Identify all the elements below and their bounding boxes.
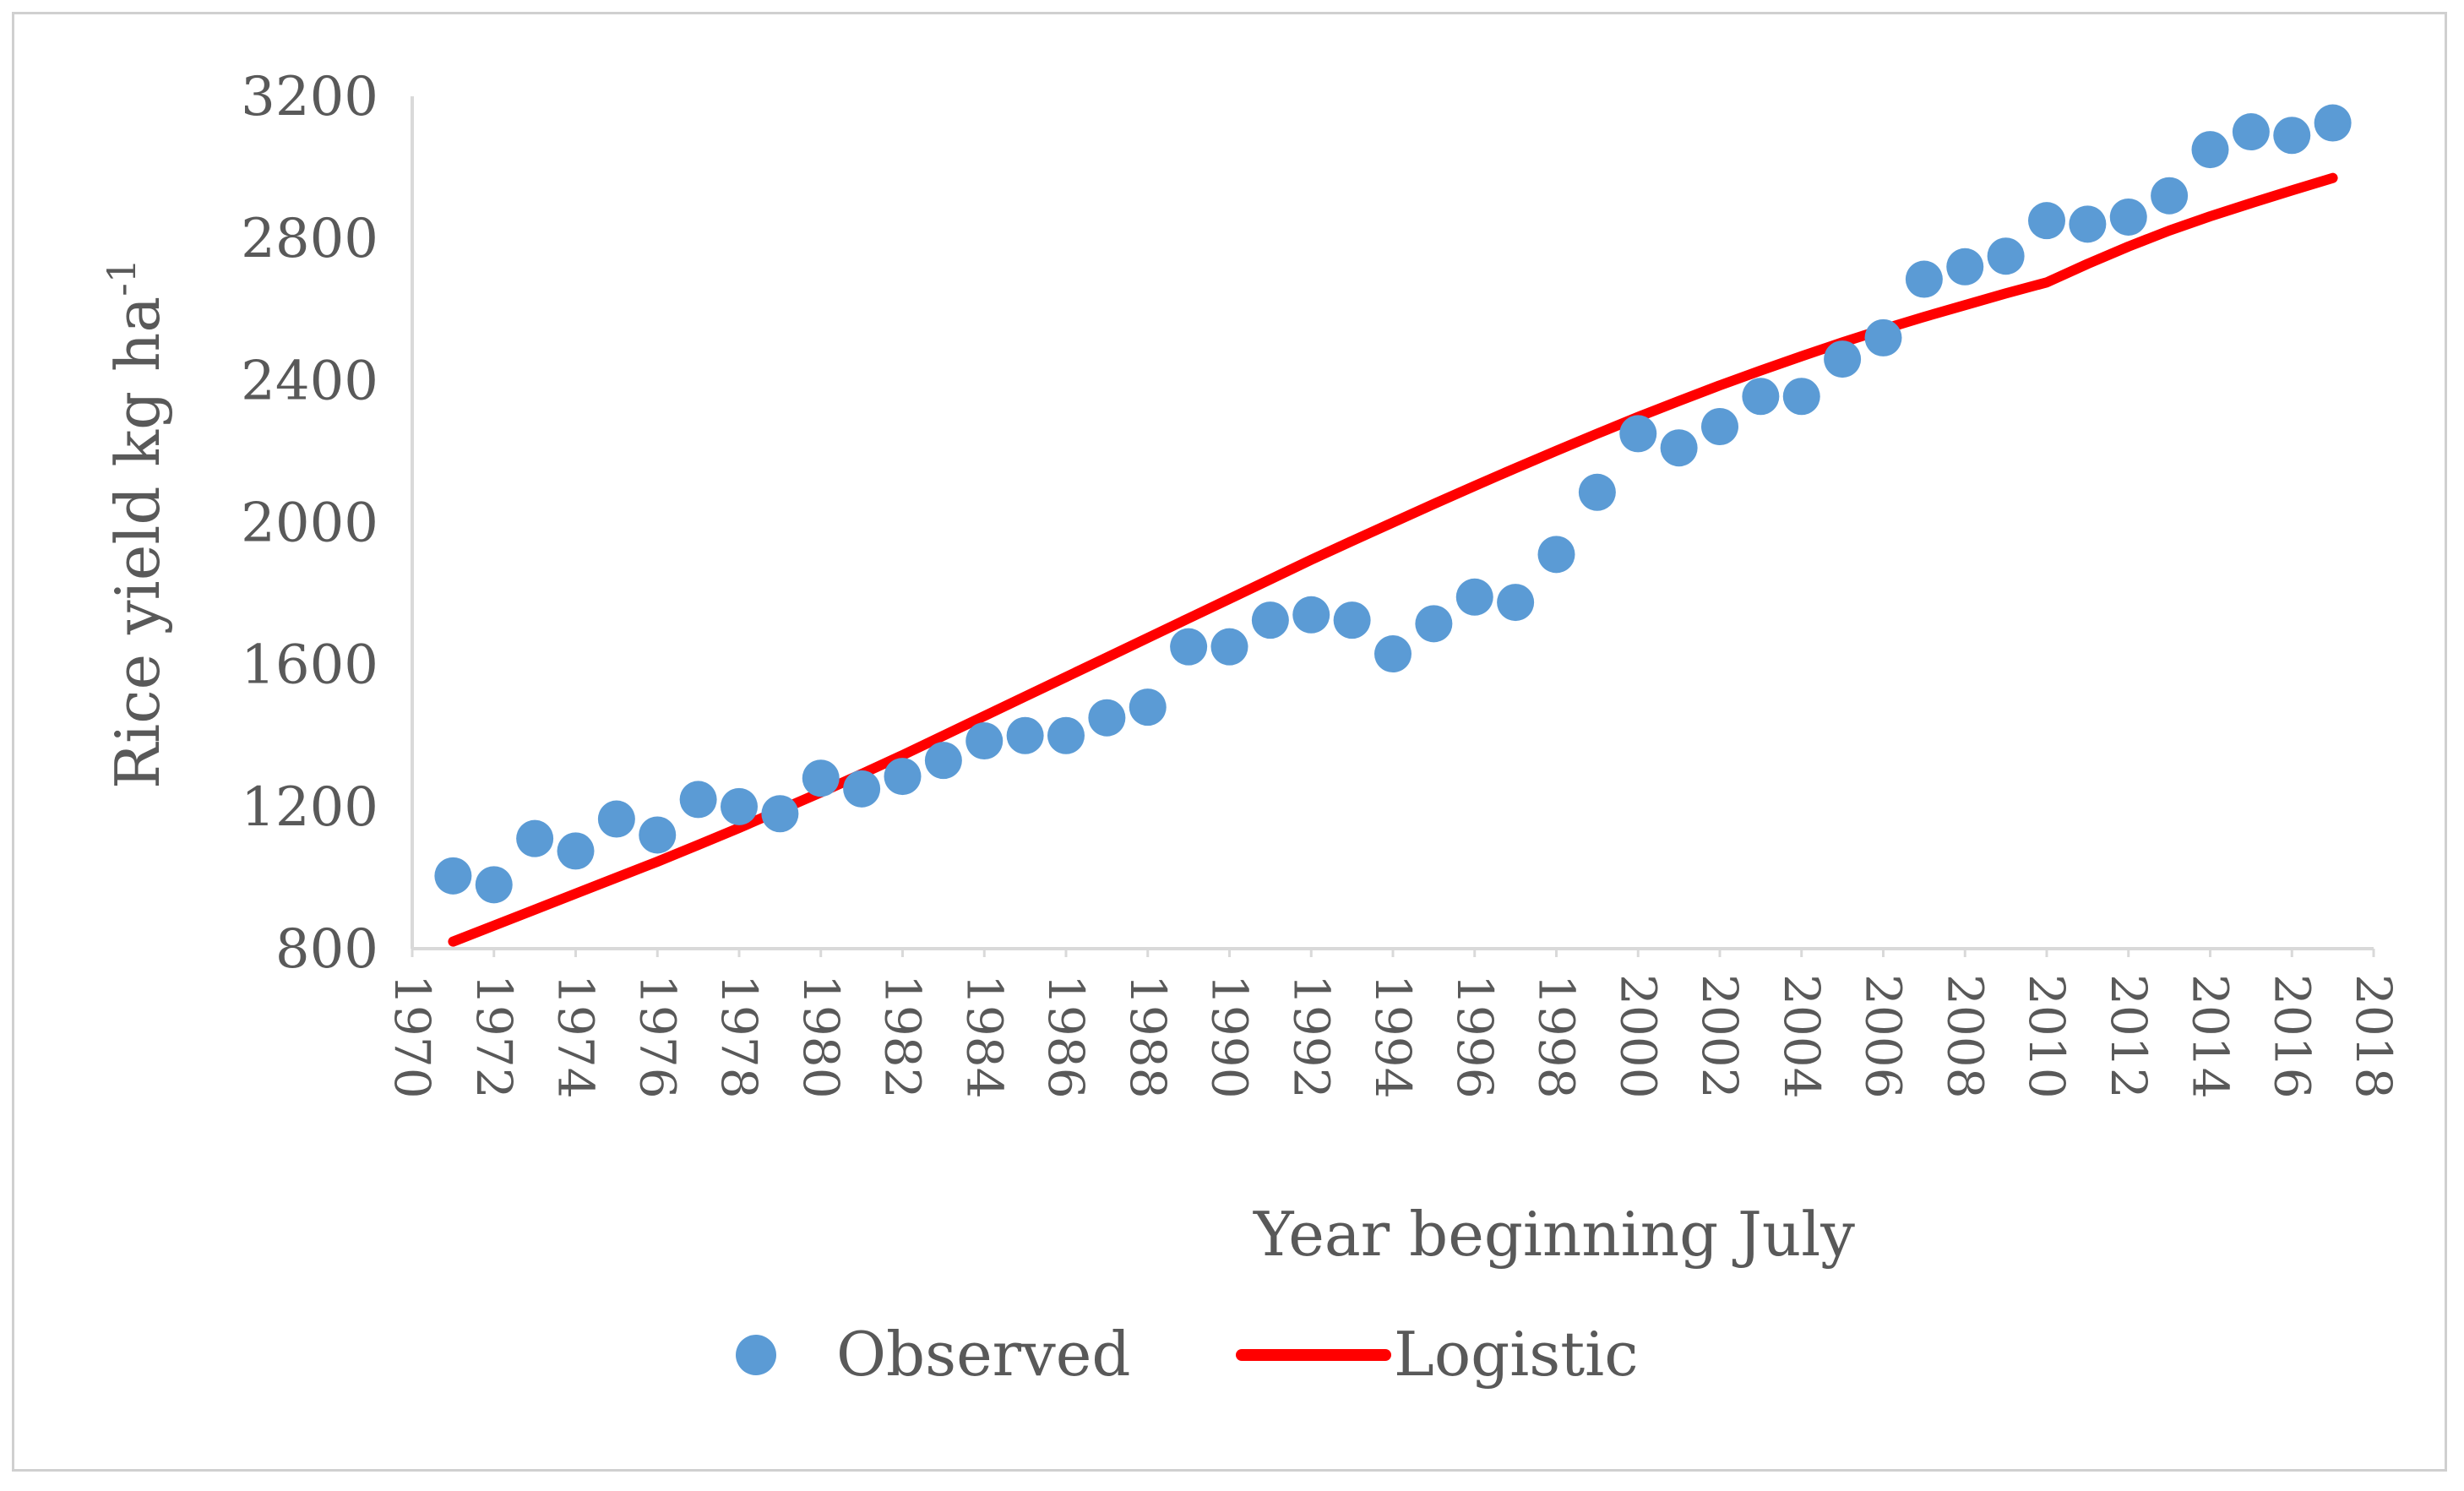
observed-point — [1333, 601, 1371, 639]
x-tick-label: 2014 — [2182, 974, 2239, 1099]
x-tick-label: 2008 — [1936, 974, 1994, 1099]
observed-point — [1578, 473, 1616, 511]
observed-point — [761, 795, 799, 833]
observed-point — [679, 781, 717, 819]
x-tick-label: 2012 — [2100, 974, 2157, 1099]
logistic-layer — [448, 172, 2338, 947]
observed-point — [597, 800, 635, 838]
y-tick-label: 1200 — [241, 776, 378, 839]
x-tick-label: 1988 — [1119, 974, 1177, 1099]
observed-point — [1210, 628, 1248, 666]
x-tick-label: 1972 — [465, 974, 523, 1099]
observed-point — [2232, 113, 2270, 151]
x-tick-label: 1990 — [1201, 974, 1259, 1099]
x-tick-label: 2010 — [2018, 974, 2075, 1099]
x-axis-title: Year beginning July — [1253, 1199, 1855, 1270]
observed-point — [1742, 378, 1780, 416]
y-tick-label: 3200 — [241, 66, 378, 128]
observed-point — [1987, 237, 2025, 275]
observed-point — [1946, 248, 1984, 286]
observed-point — [475, 866, 513, 904]
observed-point — [2314, 104, 2352, 142]
observed-point — [1170, 628, 1208, 666]
x-tick-label: 1978 — [710, 974, 768, 1099]
x-tick-label: 2018 — [2345, 974, 2402, 1099]
observed-point — [2191, 131, 2229, 169]
observed-point — [1455, 578, 1493, 616]
x-tick-label: 1994 — [1364, 974, 1422, 1099]
observed-point — [1047, 716, 1085, 754]
y-tick-label: 2000 — [241, 492, 378, 555]
x-tick-label: 2006 — [1855, 974, 1912, 1099]
legend-logistic-label: Logistic — [1394, 1319, 1639, 1390]
observed-point — [1415, 605, 1453, 643]
observed-point — [1660, 429, 1698, 467]
x-ticks: 1970 1972 1974 1976 1978 1980 1982 1984 1986 1988… — [383, 949, 2402, 1099]
x-tick-label: 1970 — [383, 974, 441, 1099]
legend: Observed Logistic — [736, 1319, 1639, 1390]
observed-point — [843, 770, 881, 808]
observed-point — [1701, 407, 1738, 445]
x-tick-label: 1980 — [792, 974, 850, 1099]
observed-point — [2028, 202, 2065, 240]
observed-point — [2109, 198, 2147, 236]
legend-observed-label: Observed — [836, 1319, 1130, 1390]
observed-point — [721, 787, 758, 825]
observed-point — [2151, 177, 2189, 215]
x-tick-label: 1984 — [955, 974, 1013, 1099]
x-tick-label: 1986 — [1037, 974, 1095, 1099]
chart-frame — [12, 12, 2447, 1472]
observed-point — [1497, 584, 1535, 622]
y-axis-title: Rice yield kg ha-1 — [99, 258, 173, 789]
y-tick-label: 2400 — [241, 350, 378, 412]
observed-point — [1374, 635, 1411, 673]
x-tick-label: 1998 — [1528, 974, 1586, 1099]
observed-point — [965, 722, 1004, 760]
observed-point — [1782, 378, 1820, 416]
observed-point — [1824, 340, 1862, 378]
observed-point — [1292, 596, 1330, 634]
observed-point — [1251, 601, 1289, 639]
observed-point — [1006, 716, 1044, 754]
observed-point — [884, 758, 922, 796]
observed-point — [1537, 536, 1575, 574]
y-tick-label: 1600 — [241, 634, 378, 697]
observed-layer — [434, 104, 2352, 904]
observed-point — [1864, 318, 1902, 356]
observed-point — [924, 742, 962, 780]
x-tick-label: 1992 — [1282, 974, 1340, 1099]
x-tick-label: 1996 — [1446, 974, 1504, 1099]
observed-point — [802, 759, 840, 797]
observed-point — [1129, 688, 1167, 726]
observed-point — [557, 832, 595, 870]
observed-point — [434, 857, 472, 895]
x-tick-label: 2000 — [1609, 974, 1667, 1099]
observed-point — [2069, 205, 2107, 243]
x-tick-label: 2002 — [1691, 974, 1749, 1099]
y-ticks: 800 1200 1600 2000 2400 2800 3200 — [241, 66, 378, 981]
observed-point — [516, 819, 554, 857]
observed-point — [639, 816, 677, 854]
x-tick-label: 1982 — [874, 974, 932, 1099]
legend-observed-marker — [736, 1335, 776, 1375]
observed-point — [2273, 117, 2311, 155]
y-tick-label: 800 — [275, 918, 378, 981]
x-tick-label: 2004 — [1773, 974, 1830, 1099]
x-tick-label: 2016 — [2263, 974, 2320, 1099]
observed-point — [1905, 260, 1943, 298]
observed-point — [1088, 699, 1126, 737]
x-tick-label: 1974 — [547, 974, 605, 1099]
observed-point — [1619, 415, 1657, 453]
logistic-series-line — [448, 172, 2338, 947]
x-tick-label: 1976 — [628, 974, 686, 1099]
y-tick-label: 2800 — [241, 208, 378, 270]
